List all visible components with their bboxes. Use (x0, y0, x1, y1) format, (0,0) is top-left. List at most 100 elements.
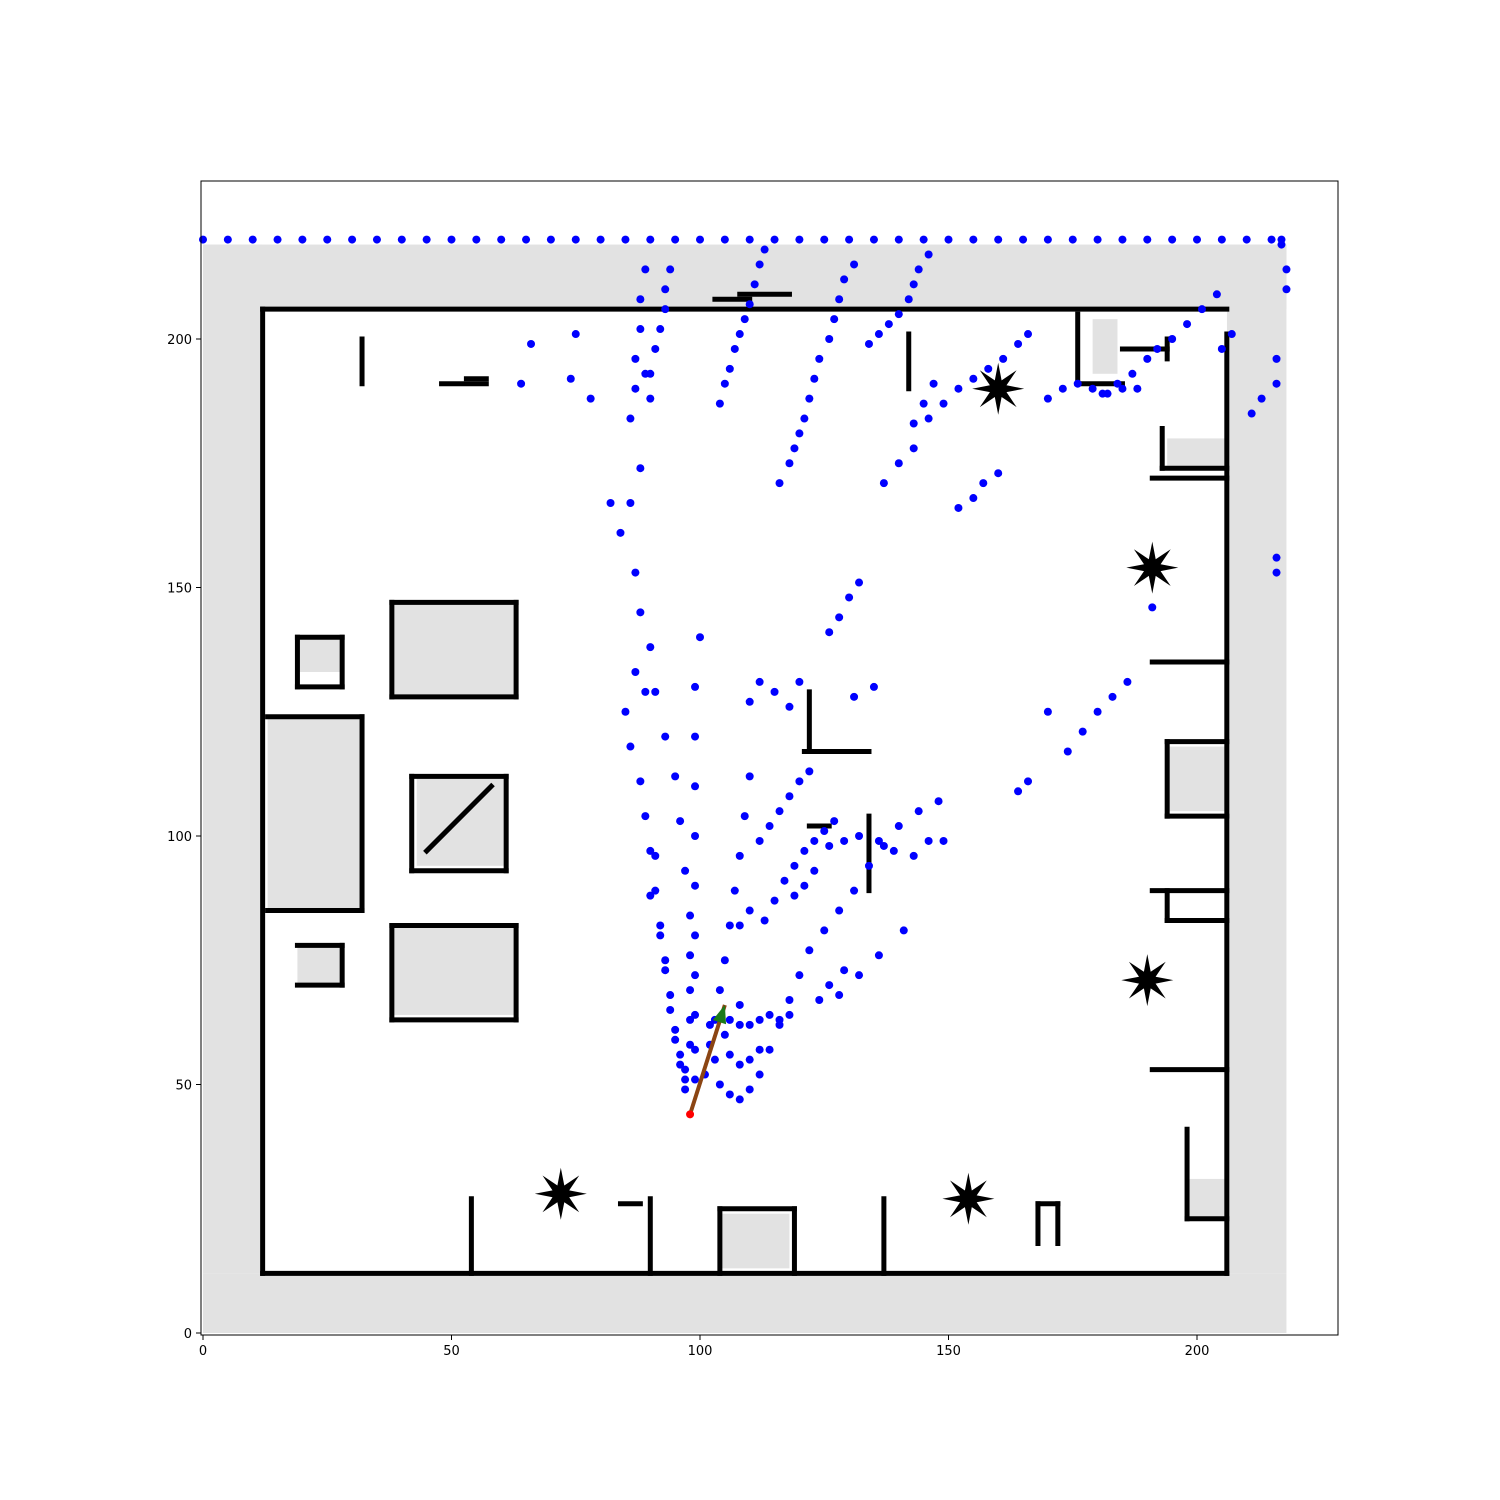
scan-point-27 (621, 707, 630, 716)
unknown-region-0 (203, 1273, 1287, 1333)
scan-point-244 (472, 235, 481, 244)
scan-point-7 (626, 499, 635, 508)
scan-point-211 (1272, 379, 1281, 388)
scan-point-259 (1217, 235, 1226, 244)
scan-point-230 (894, 235, 903, 244)
scan-point-186 (1153, 344, 1162, 353)
scan-point-216 (199, 235, 207, 244)
scan-point-250 (770, 235, 779, 244)
scan-point-122 (869, 682, 878, 691)
scan-point-56 (691, 1075, 700, 1084)
scan-point-144 (745, 300, 754, 309)
scan-point-137 (1024, 330, 1033, 339)
heading-line (688, 1004, 727, 1115)
scan-point-224 (596, 235, 605, 244)
scan-point-165 (904, 295, 913, 304)
scan-point-160 (850, 260, 859, 269)
scan-point-14 (661, 732, 670, 741)
scan-point-52 (691, 931, 700, 940)
scan-point-155 (815, 354, 824, 363)
scan-point-202 (1078, 727, 1087, 736)
scan-point-198 (1014, 787, 1023, 796)
scan-point-162 (874, 330, 883, 339)
scan-point-273 (874, 836, 883, 845)
scan-point-278 (735, 921, 744, 930)
scan-point-167 (914, 265, 923, 274)
scan-point-252 (869, 235, 878, 244)
scan-point-3 (571, 330, 580, 339)
scan-point-256 (1068, 235, 1077, 244)
scan-point-47 (691, 682, 700, 691)
scan-point-11 (636, 608, 645, 617)
scan-point-91 (720, 1030, 729, 1039)
scan-point-185 (1143, 354, 1152, 363)
scan-point-276 (800, 881, 809, 890)
scan-point-100 (770, 896, 779, 905)
scan-point-247 (621, 235, 630, 244)
scan-point-128 (894, 459, 903, 468)
scan-point-135 (999, 354, 1008, 363)
scan-point-63 (730, 886, 739, 895)
scan-point-196 (1118, 384, 1127, 393)
scan-point-25 (641, 687, 650, 696)
scan-point-212 (1272, 354, 1281, 363)
scan-point-179 (661, 305, 670, 314)
scan-point-220 (397, 235, 406, 244)
scan-point-54 (691, 1010, 700, 1019)
scan-point-284 (725, 1050, 734, 1059)
scan-point-97 (775, 1015, 784, 1024)
scan-point-227 (745, 235, 754, 244)
scan-point-161 (864, 339, 873, 348)
scan-point-269 (855, 832, 864, 840)
occupied-walls-layer (260, 291, 1230, 1276)
scan-point-28 (626, 742, 635, 751)
scan-point-248 (671, 235, 680, 244)
scan-point-132 (954, 384, 963, 393)
scan-point-233 (1043, 235, 1052, 244)
scan-point-46 (696, 633, 704, 642)
scan-point-64 (735, 851, 744, 860)
scan-point-249 (720, 235, 729, 244)
scan-point-5 (606, 499, 615, 508)
y-tick-label-3: 150 (167, 582, 192, 597)
landmark-star-3 (1126, 541, 1179, 594)
scan-point-159 (840, 275, 849, 284)
scan-point-219 (348, 235, 357, 244)
scan-point-74 (765, 1045, 774, 1054)
scan-point-287 (755, 1045, 764, 1054)
scan-point-131 (939, 399, 948, 408)
scan-point-68 (710, 1055, 719, 1064)
scan-point-125 (979, 479, 988, 488)
scan-point-163 (884, 320, 893, 329)
scan-point-88 (855, 971, 864, 980)
scan-point-80 (835, 906, 844, 915)
landmark-star-2 (1121, 954, 1174, 1007)
scan-point-178 (656, 325, 665, 334)
unknown-block-6 (719, 1213, 790, 1269)
scan-point-222 (497, 235, 506, 244)
x-tick-label-0: 0 (199, 1344, 207, 1359)
scan-point-221 (447, 235, 456, 244)
scan-point-176 (646, 369, 655, 378)
unknown-block-1 (391, 925, 517, 1015)
scan-point-175 (646, 394, 655, 403)
scan-point-214 (1282, 265, 1291, 274)
scan-point-51 (691, 881, 700, 890)
plot-frame (200, 180, 1339, 1336)
scan-point-81 (850, 886, 859, 895)
laser-scan-layer (199, 235, 1291, 1104)
scan-point-143 (740, 315, 749, 324)
scan-point-139 (720, 379, 729, 388)
scan-point-22 (686, 1040, 695, 1049)
scan-point-154 (810, 374, 819, 383)
scan-point-238 (1277, 235, 1286, 244)
scan-point-99 (760, 916, 769, 925)
scan-point-166 (909, 280, 918, 289)
scan-point-279 (745, 906, 754, 915)
scan-point-156 (825, 335, 834, 343)
scan-point-98 (785, 1010, 794, 1019)
scan-point-153 (805, 394, 814, 403)
scan-point-120 (845, 593, 854, 602)
scan-point-201 (1063, 747, 1072, 756)
scan-point-77 (795, 971, 804, 980)
